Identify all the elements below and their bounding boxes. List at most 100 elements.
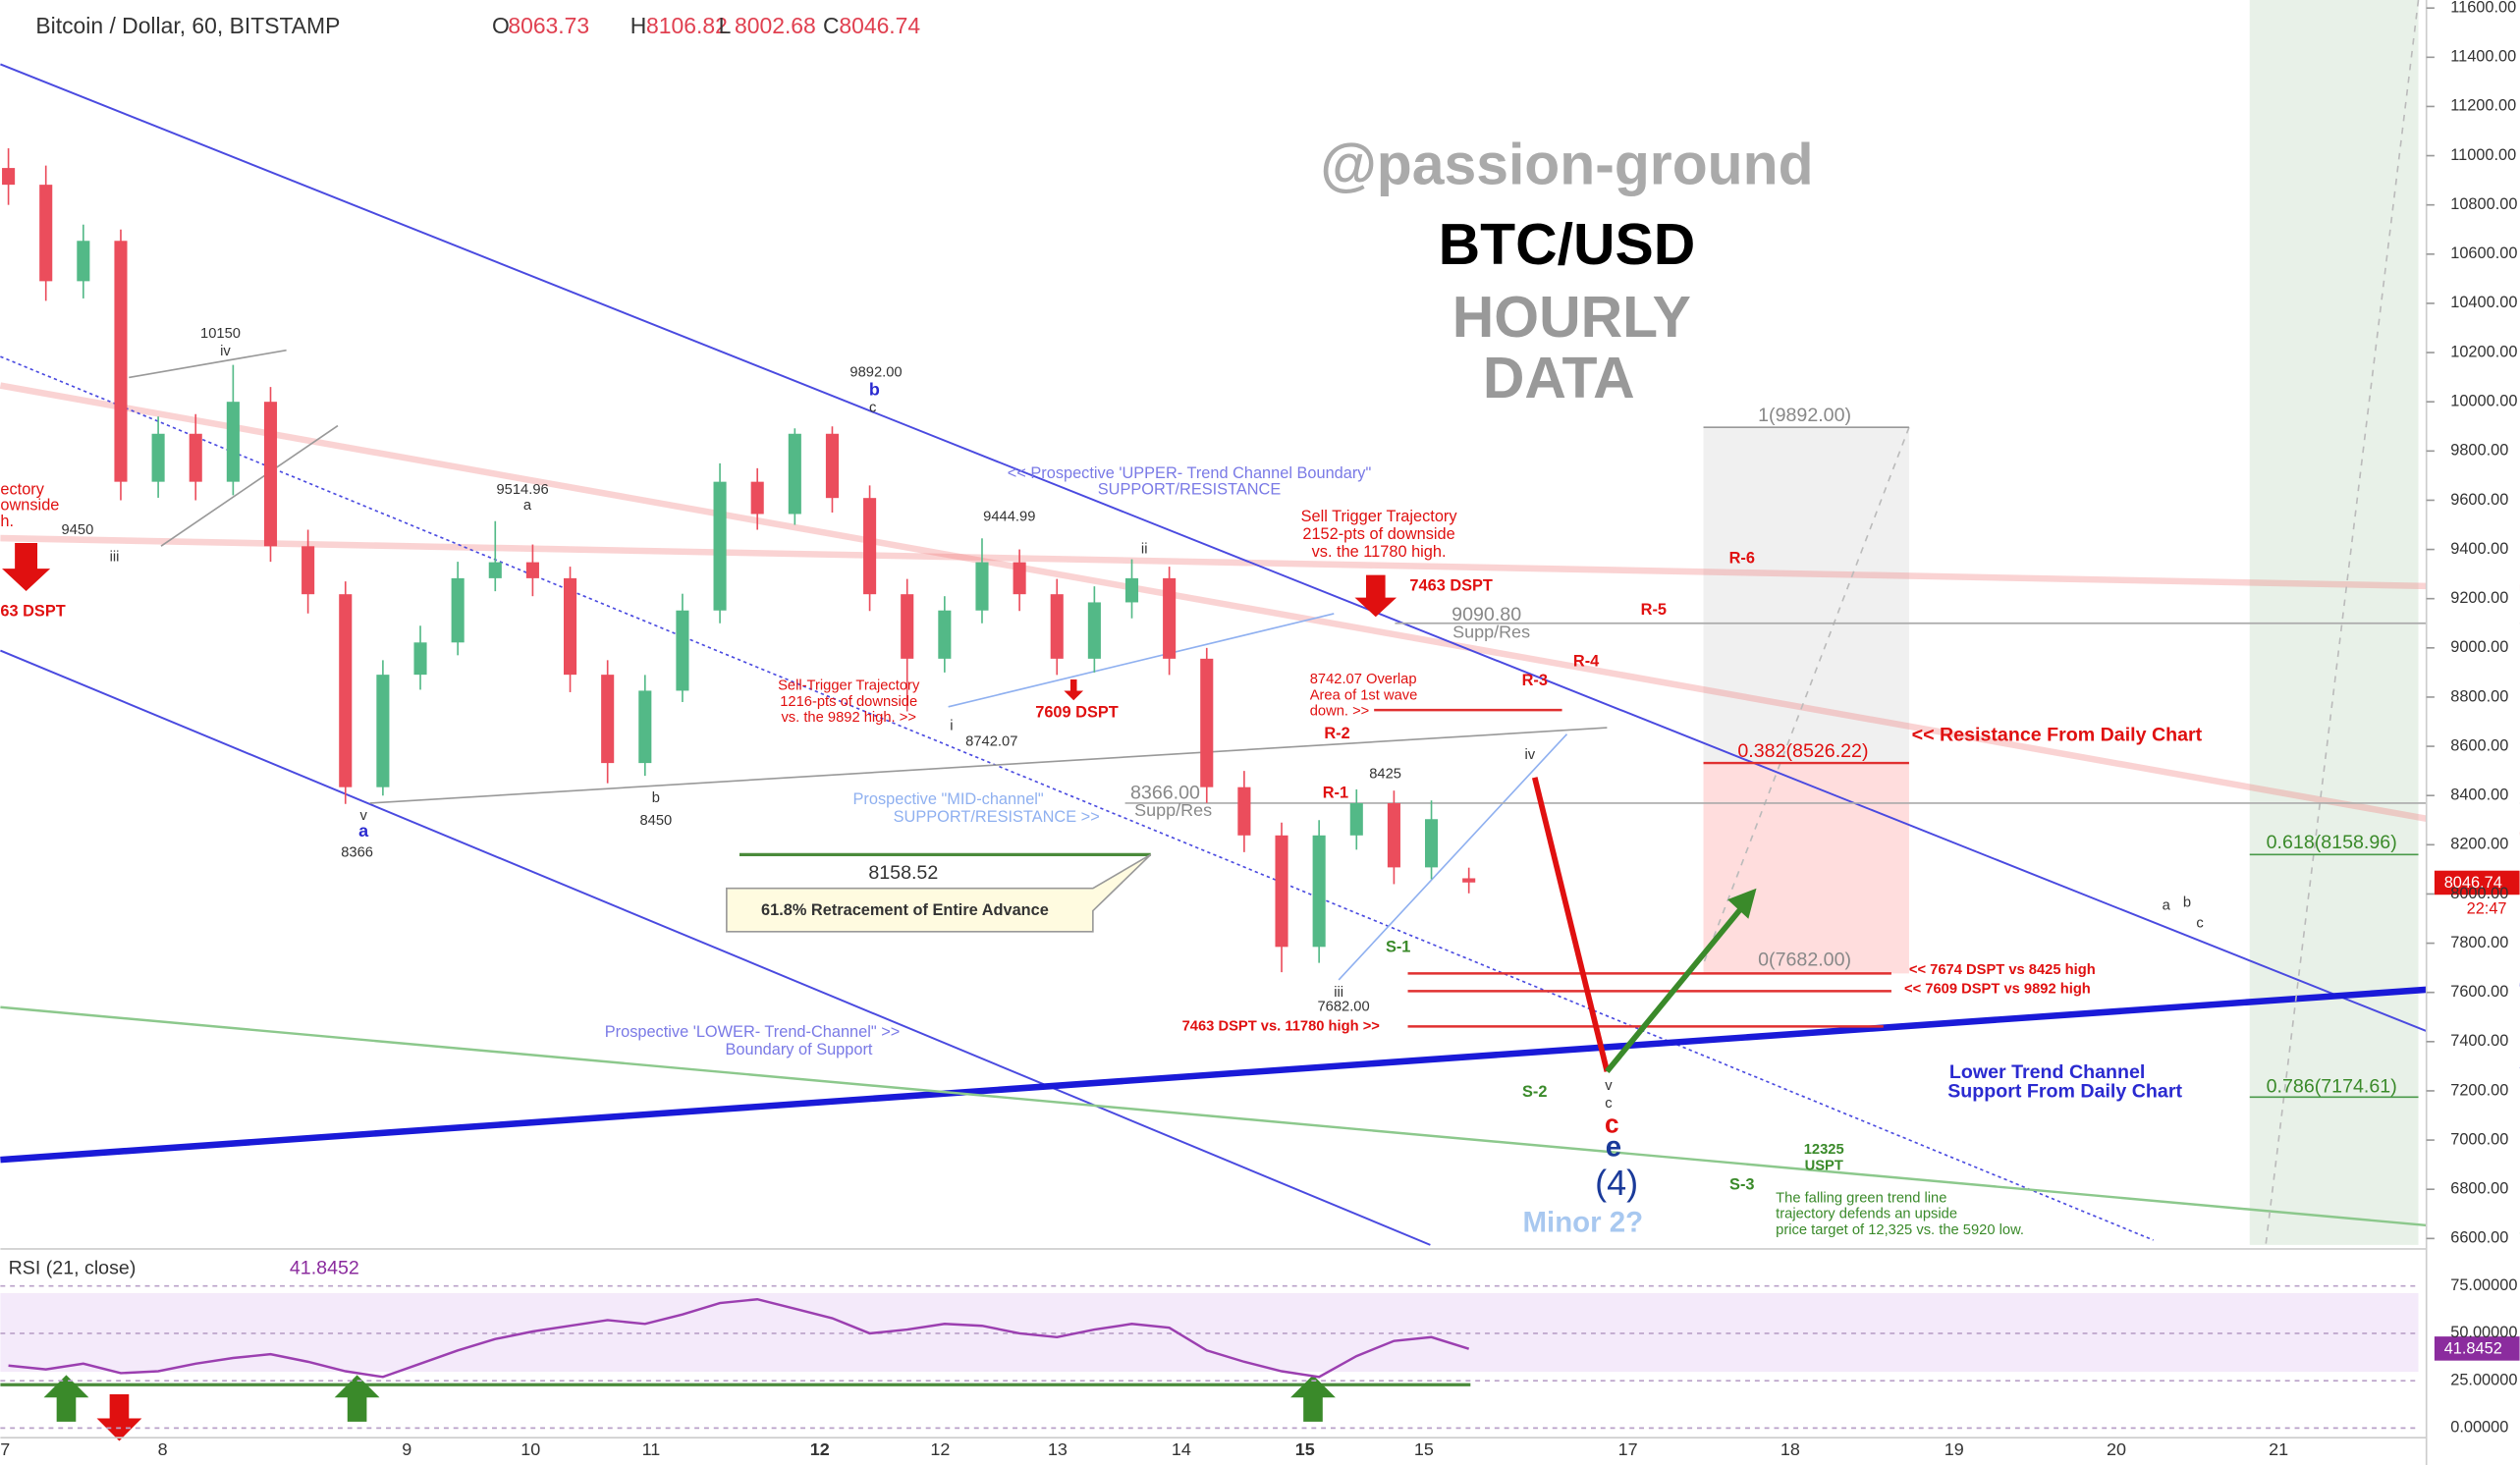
annotation: 9892.00 bbox=[849, 364, 902, 380]
candle-body bbox=[1163, 577, 1177, 659]
trend-line bbox=[1338, 733, 1568, 981]
annotation: 0(7682.00) bbox=[1758, 949, 1851, 970]
candle-body bbox=[39, 185, 53, 282]
y-tick-label: 7800.00 bbox=[2450, 934, 2508, 951]
projection bbox=[1531, 777, 1611, 1072]
rsi-label: 41.8452 bbox=[2444, 1340, 2502, 1358]
y-tick-label: 9400.00 bbox=[2450, 540, 2508, 558]
annotation: b bbox=[2183, 895, 2191, 910]
annotation: Sell Trigger Trajectory bbox=[1301, 508, 1458, 525]
annotation: c bbox=[1605, 1110, 1619, 1139]
annotation: vs. the 11780 high. bbox=[1312, 543, 1447, 561]
x-tick-label: 20 bbox=[2107, 1439, 2126, 1459]
x-tick-label: 12 bbox=[930, 1439, 950, 1459]
y-tick-label: 75.00000 bbox=[2450, 1276, 2517, 1294]
candle-body bbox=[1275, 835, 1288, 948]
countdown: 22:47 bbox=[2467, 899, 2507, 917]
candle-body bbox=[676, 610, 689, 691]
annotation: S-1 bbox=[1386, 939, 1410, 956]
ohlc-value: 8002.68 bbox=[735, 13, 816, 38]
x-tick-label: 15 bbox=[1295, 1439, 1315, 1459]
candle-body bbox=[975, 562, 989, 611]
annotation: R-6 bbox=[1729, 550, 1755, 568]
annotation: c bbox=[1605, 1096, 1612, 1112]
annotation: << Resistance From Daily Chart bbox=[1912, 724, 2203, 745]
x-tick-label: 18 bbox=[1780, 1439, 1800, 1459]
candle-body bbox=[189, 433, 202, 482]
candle-body bbox=[863, 498, 877, 595]
annotation: iv bbox=[220, 344, 231, 359]
annotation: 9450 bbox=[62, 522, 94, 538]
annotation: The falling green trend line bbox=[1776, 1190, 1946, 1206]
annotation: v bbox=[1605, 1078, 1613, 1094]
arrow-head bbox=[1727, 888, 1757, 919]
x-tick-label: 15 bbox=[1414, 1439, 1434, 1459]
annotation: SUPPORT/RESISTANCE bbox=[1098, 480, 1282, 498]
annotation: Sell-Trigger Trajectory bbox=[778, 678, 920, 693]
y-tick-label: 11600.00 bbox=[2450, 0, 2516, 16]
annotation: vs. the 9892 high. >> bbox=[781, 710, 915, 726]
candle-body bbox=[376, 675, 390, 787]
trend-line bbox=[0, 649, 1431, 1246]
candle-body bbox=[451, 577, 465, 643]
price-label: 8046.74 bbox=[2444, 874, 2502, 892]
annotation: 0.786(7174.61) bbox=[2267, 1076, 2397, 1098]
y-tick-label: 50.00000 bbox=[2450, 1324, 2517, 1341]
candle-body bbox=[151, 433, 165, 482]
annotation: price target of 12,325 vs. the 5920 low. bbox=[1776, 1222, 2024, 1238]
annotation: R-2 bbox=[1324, 725, 1349, 742]
annotation: HOURLY bbox=[1452, 286, 1691, 350]
arrow bbox=[1064, 679, 1084, 701]
annotation: Supp/Res bbox=[1134, 800, 1212, 820]
y-tick-label: 25.00000 bbox=[2450, 1371, 2517, 1388]
ohlc-value: 8063.73 bbox=[508, 13, 589, 38]
annotation: iii bbox=[110, 550, 120, 566]
annotation: << 7674 DSPT vs 8425 high bbox=[1909, 962, 2096, 978]
annotation: 7463 DSPT bbox=[1409, 576, 1493, 594]
y-tick-label: 9000.00 bbox=[2450, 638, 2508, 656]
arrow bbox=[43, 1375, 89, 1422]
rsi-line bbox=[8, 1297, 1470, 1379]
annotation: << 7609 DSPT vs 9892 high bbox=[1904, 982, 2091, 998]
annotation: a bbox=[358, 821, 369, 841]
candle-body bbox=[825, 433, 839, 499]
ohlc-value: 8046.74 bbox=[839, 13, 920, 38]
annotation: c bbox=[869, 400, 876, 415]
annotation: 63 DSPT bbox=[0, 603, 65, 621]
x-tick-label: 11 bbox=[642, 1439, 661, 1459]
annotation: 12325 bbox=[1804, 1142, 1844, 1158]
arrow bbox=[334, 1375, 380, 1422]
annotation: trajectory defends an upside bbox=[1776, 1207, 1957, 1222]
arrow bbox=[1354, 574, 1397, 618]
callout bbox=[726, 853, 1152, 933]
ohlc-key: L bbox=[719, 13, 732, 38]
rsi-title: RSI (21, close) bbox=[9, 1258, 137, 1279]
annotation: R-3 bbox=[1522, 672, 1548, 689]
candle-body bbox=[1387, 802, 1400, 868]
candle-body bbox=[339, 594, 353, 787]
annotation: c bbox=[2196, 916, 2203, 932]
trend-line bbox=[1702, 426, 1910, 964]
y-tick-label: 7000.00 bbox=[2450, 1130, 2508, 1148]
y-tick-label: 0.00000 bbox=[2450, 1419, 2508, 1437]
annotation: (4) bbox=[1595, 1163, 1638, 1203]
x-tick-label: 8 bbox=[158, 1439, 168, 1459]
trend-line bbox=[948, 613, 1335, 708]
x-tick-label: 17 bbox=[1618, 1439, 1638, 1459]
projection bbox=[1605, 897, 1751, 1074]
candle-body bbox=[713, 481, 727, 611]
arrow bbox=[2, 542, 51, 592]
annotation: Supp/Res bbox=[1452, 622, 1530, 641]
fib-box bbox=[1703, 427, 1909, 764]
annotation: S-3 bbox=[1729, 1176, 1754, 1194]
y-tick-label: 10600.00 bbox=[2450, 244, 2517, 262]
candle-body bbox=[413, 642, 427, 676]
candle-body bbox=[1124, 577, 1139, 603]
annotation: 10150 bbox=[200, 326, 241, 342]
annotation: ownside bbox=[0, 497, 59, 515]
x-tick-label: 21 bbox=[2269, 1439, 2288, 1459]
annotation: i bbox=[950, 718, 953, 733]
